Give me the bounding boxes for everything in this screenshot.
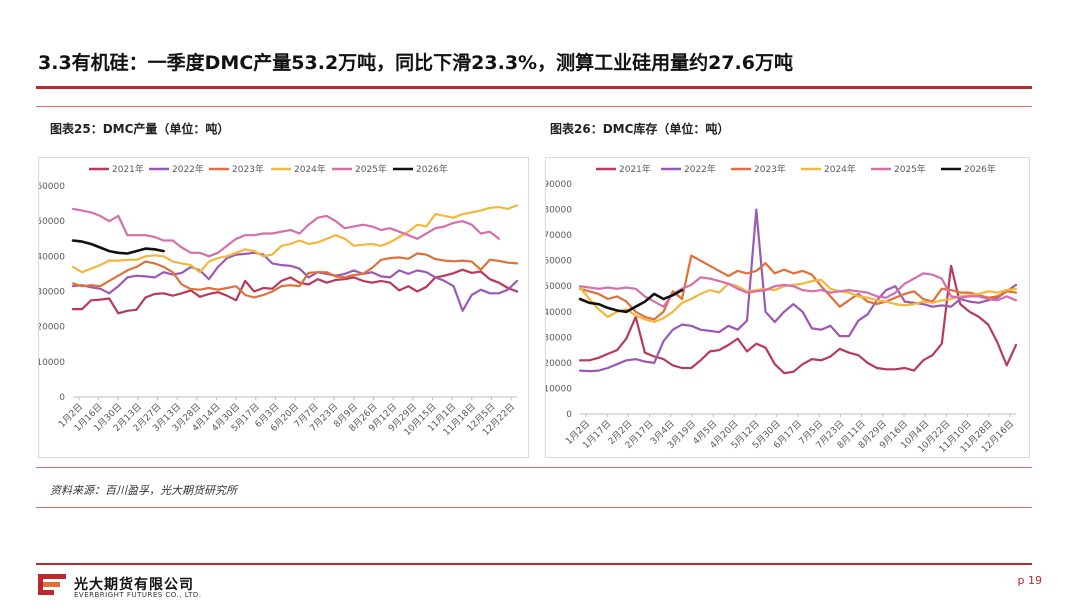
dmc-production-chart: 01000020000300004000050000600001月2日1月16日…: [39, 163, 519, 438]
y-tick-label: 60000: [39, 182, 65, 192]
legend-label: 2022年: [172, 163, 204, 175]
y-tick-label: 50000: [39, 217, 65, 227]
dmc-production-chart-panel: 0 10000 20000 30000 40000 50000 60000 1月2日 1月16日…: [38, 157, 529, 458]
dmc-inventory-chart-panel: 0 10000 20000 30000 40000 50000 60000 70000 8000…: [545, 157, 1030, 458]
company-name-cn: 光大期货有限公司: [74, 577, 194, 593]
legend-label: 2024年: [294, 163, 326, 175]
legend-label: 2022年: [684, 163, 716, 175]
series-line-2024年: [578, 278, 1018, 324]
y-tick-label: 30000: [546, 333, 572, 343]
left-chart-caption: 图表25：DMC产量（单位：吨）: [50, 122, 230, 136]
right-chart-caption: 图表26：DMC库存（单位：吨）: [550, 122, 730, 136]
series-line-2025年: [578, 272, 1018, 308]
series-line-2026年: [71, 239, 165, 255]
y-tick-label: 50000: [546, 282, 572, 292]
slide-title: 3.3有机硅：一季度DMC产量53.2万吨，同比下滑23.3%，测算工业硅用量约…: [38, 52, 793, 74]
series-line-2021年: [71, 268, 519, 315]
y-tick-label: 60000: [546, 257, 572, 267]
caption-top-divider: [36, 106, 1032, 107]
y-tick-label: 10000: [546, 384, 572, 394]
title-divider: [36, 86, 1032, 89]
y-tick-label: 20000: [39, 323, 65, 333]
y-tick-label: 40000: [39, 252, 65, 262]
source-note: 资料来源：百川盈孚，光大期货研究所: [50, 484, 237, 497]
y-tick-label: 20000: [546, 359, 572, 369]
company-name-en: EVERBRIGHT FUTURES CO., LTD.: [74, 591, 202, 599]
y-tick-label: 40000: [546, 308, 572, 318]
series-line-2022年: [71, 251, 519, 312]
legend-label: 2023年: [232, 163, 264, 175]
legend-label: 2024年: [824, 163, 856, 175]
series-line-2026年: [578, 288, 684, 314]
y-tick-label: 70000: [546, 231, 572, 241]
legend-label: 2021年: [112, 163, 144, 175]
y-tick-label: 90000: [546, 180, 572, 190]
legend-label: 2025年: [355, 163, 387, 175]
page-number: p 19: [1017, 574, 1042, 587]
series-line-2021年: [578, 264, 1018, 375]
footer-divider: [36, 563, 1032, 565]
series-line-2022年: [578, 208, 1018, 373]
y-tick-label: 0: [566, 410, 572, 420]
series-line-2023年: [71, 252, 519, 299]
series-line-2024年: [71, 204, 519, 274]
y-tick-label: 30000: [39, 288, 65, 298]
y-tick-label: 10000: [39, 358, 65, 368]
legend-label: 2023年: [754, 163, 786, 175]
series-line-2023年: [578, 254, 1018, 321]
source-bottom-divider: [36, 507, 1032, 508]
legend-label: 2026年: [964, 163, 996, 175]
legend-label: 2025年: [894, 163, 926, 175]
y-tick-label: 0: [59, 393, 65, 403]
legend-label: 2021年: [619, 163, 651, 175]
y-tick-label: 80000: [546, 206, 572, 216]
dmc-inventory-chart: 0 10000 20000 30000 40000 50000 60000 70000 8000…: [546, 163, 1018, 455]
everbright-logo-icon: [38, 574, 66, 595]
legend-label: 2026年: [416, 163, 448, 175]
source-top-divider: [36, 467, 1032, 468]
series-line-2025年: [71, 207, 500, 258]
